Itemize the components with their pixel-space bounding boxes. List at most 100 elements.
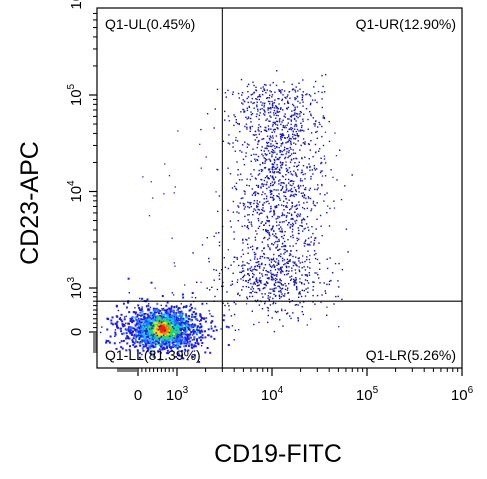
- event-point-4034: [258, 321, 260, 324]
- event-point-2150: [199, 320, 201, 322]
- event-point-3487: [260, 222, 262, 224]
- event-point-4067: [297, 184, 300, 186]
- event-point-2814: [280, 231, 282, 233]
- event-point-4029: [256, 258, 259, 260]
- event-point-2483: [224, 266, 227, 268]
- event-point-3820: [267, 295, 269, 297]
- event-point-2930: [280, 182, 282, 184]
- event-point-3277: [326, 192, 328, 194]
- event-point-2381: [276, 246, 278, 248]
- event-point-2355: [324, 194, 326, 196]
- quadrant-labels: Q1-UL(0.45%) Q1-UR(12.90%)Q1-LL(81.39%) Q1…: [105, 16, 456, 363]
- event-point-1251: [176, 309, 179, 312]
- event-point-4057: [306, 324, 308, 326]
- event-point-2417: [316, 168, 318, 170]
- event-point-3597: [261, 273, 263, 275]
- event-point-3264: [288, 155, 290, 157]
- event-point-3823: [253, 323, 255, 326]
- event-point-2170: [233, 313, 236, 316]
- event-point-2816: [276, 142, 278, 145]
- event-point-3790: [296, 288, 298, 290]
- event-point-3797: [326, 258, 328, 260]
- event-point-463: [140, 318, 143, 321]
- event-point-3064: [253, 208, 255, 210]
- event-point-3437: [276, 195, 278, 197]
- event-point-3350: [275, 261, 277, 263]
- event-point-4087: [323, 155, 325, 157]
- event-point-3503: [281, 163, 283, 166]
- event-point-2656: [252, 290, 254, 292]
- event-point-3083: [288, 128, 290, 130]
- event-point-2241: [196, 326, 199, 329]
- event-point-3656: [293, 134, 296, 136]
- event-point-2631: [284, 195, 287, 198]
- event-point-2173: [191, 323, 194, 325]
- event-point-3927: [301, 311, 303, 313]
- event-point-3141: [285, 205, 288, 207]
- event-point-2183: [138, 326, 140, 328]
- event-point-2762: [312, 285, 315, 288]
- event-point-2731: [265, 222, 267, 225]
- event-point-4048: [189, 305, 191, 307]
- event-point-3767: [305, 239, 307, 241]
- event-point-3967: [247, 252, 249, 254]
- event-point-2925: [288, 254, 291, 257]
- event-point-3475: [296, 237, 298, 239]
- event-point-2181: [152, 325, 154, 327]
- event-point-2336: [312, 173, 314, 175]
- event-point-3997: [333, 303, 335, 305]
- event-point-3889: [243, 270, 245, 272]
- event-point-4036: [152, 197, 154, 199]
- event-point-3238: [254, 177, 257, 179]
- event-point-3366: [288, 91, 290, 93]
- event-point-1198: [153, 350, 156, 353]
- event-point-1066: [183, 339, 186, 342]
- event-point-3887: [259, 265, 261, 267]
- event-point-2502: [278, 240, 280, 242]
- event-point-3022: [271, 131, 273, 133]
- event-point-3321: [309, 197, 312, 200]
- event-point-4035: [247, 226, 249, 228]
- event-point-3882: [296, 265, 298, 267]
- event-point-2302: [351, 174, 353, 176]
- event-point-1443: [149, 320, 152, 323]
- event-point-2578: [297, 90, 299, 92]
- event-point-2529: [301, 124, 303, 127]
- event-point-978: [149, 339, 152, 342]
- event-point-2169: [180, 317, 182, 320]
- event-point-3620: [295, 205, 297, 207]
- event-point-2366: [273, 278, 275, 280]
- event-point-2392: [271, 193, 273, 195]
- event-point-2233: [145, 312, 147, 315]
- event-point-4105: [324, 131, 327, 133]
- event-point-2372: [328, 140, 331, 143]
- event-point-2376: [299, 178, 302, 180]
- event-point-569: [129, 332, 132, 335]
- event-point-8: [154, 340, 157, 343]
- event-point-3509: [292, 114, 295, 116]
- event-point-939: [156, 310, 159, 313]
- event-point-3286: [306, 201, 308, 203]
- event-point-3669: [265, 159, 267, 161]
- event-point-3609: [298, 82, 300, 84]
- event-point-1817: [168, 323, 171, 326]
- event-point-1063: [128, 327, 131, 330]
- event-point-2344: [283, 259, 286, 261]
- event-point-3950: [260, 280, 262, 282]
- event-point-3125: [273, 107, 276, 109]
- event-point-3816: [262, 269, 264, 271]
- event-point-3436: [272, 230, 275, 232]
- event-point-3915: [264, 293, 266, 295]
- event-point-1328: [148, 325, 151, 328]
- event-point-2706: [270, 228, 272, 230]
- event-point-4093: [338, 326, 340, 328]
- event-point-369: [162, 315, 165, 318]
- event-point-2937: [277, 215, 279, 218]
- event-point-3331: [278, 269, 280, 271]
- event-point-2799: [309, 111, 311, 113]
- event-point-2989: [268, 177, 270, 180]
- event-point-2131: [194, 297, 197, 299]
- event-point-3329: [272, 197, 274, 199]
- event-point-2564: [276, 164, 278, 166]
- event-point-4084: [142, 176, 144, 178]
